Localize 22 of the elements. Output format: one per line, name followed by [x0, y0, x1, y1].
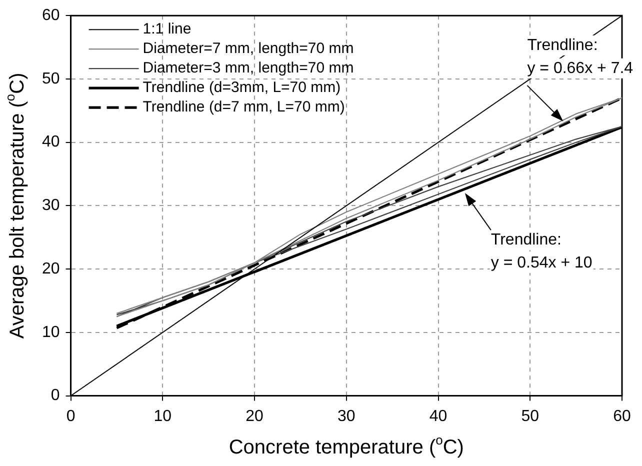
x-tick-label: 0	[66, 408, 76, 425]
y-tick-label: 20	[42, 260, 60, 278]
legend-label: Trendline (d=7 mm, L=70 mm)	[142, 98, 345, 116]
legend-label: Trendline (d=3mm, L=70 mm)	[142, 79, 341, 96]
x-tick-label: 60	[613, 408, 631, 425]
y-tick-label: 60	[42, 7, 60, 24]
annotation: Trendline: y = 0.66x + 7.4	[527, 36, 634, 77]
y-tick-label: 40	[42, 134, 60, 151]
y-tick-label: 30	[42, 197, 60, 214]
x-tick-label: 30	[338, 408, 356, 425]
x-tick-label: 40	[429, 408, 448, 425]
y-axis-title: Average bolt temperature (oC)	[2, 72, 29, 339]
legend-label: Diameter=7 mm, length=70 mm	[142, 40, 354, 58]
x-tick-label: 50	[521, 408, 540, 425]
legend-label: Diameter=3 mm, length=70 mm	[142, 60, 354, 77]
y-tick-label: 10	[42, 324, 60, 341]
annotation: Trendline: y = 0.54x + 10	[490, 231, 592, 272]
y-tick-label: 0	[50, 387, 60, 404]
y-tick-label: 50	[42, 70, 60, 88]
x-tick-label: 20	[246, 408, 264, 425]
x-tick-label: 10	[154, 408, 172, 425]
legend-label: 1:1 line	[142, 20, 192, 38]
